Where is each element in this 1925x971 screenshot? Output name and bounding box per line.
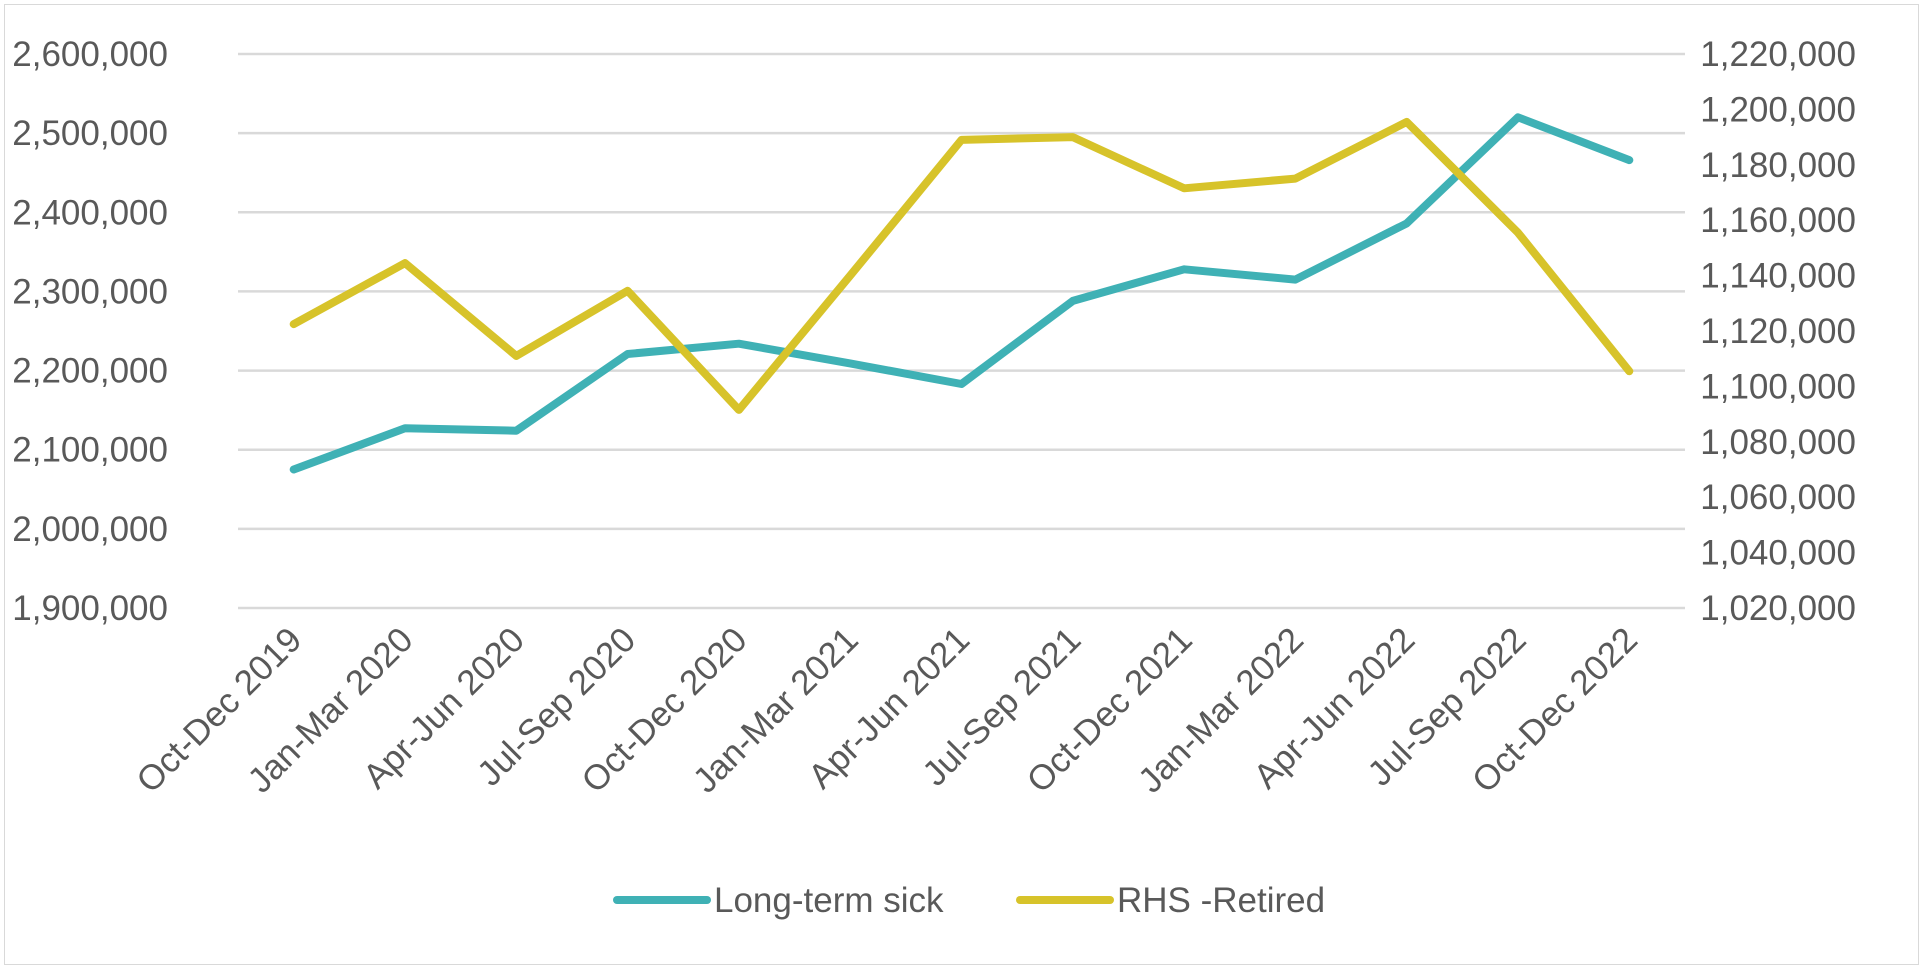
left-tick-label: 2,500,000: [12, 114, 168, 153]
series-lines: [289, 113, 1634, 474]
right-tick-label: 1,060,000: [1700, 478, 1856, 517]
left-axis-ticks: 1,900,000 2,000,000 2,100,000 2,200,000 2,30…: [12, 35, 168, 628]
left-tick-label: 2,400,000: [12, 193, 168, 232]
series-line: [289, 117, 1634, 414]
left-tick-label: 2,300,000: [12, 272, 168, 311]
right-tick-label: 1,040,000: [1700, 534, 1856, 573]
right-tick-label: 1,180,000: [1700, 146, 1856, 185]
left-tick-label: 2,000,000: [12, 510, 168, 549]
right-tick-label: 1,200,000: [1700, 90, 1856, 129]
right-tick-label: 1,120,000: [1700, 312, 1856, 351]
right-tick-label: 1,020,000: [1700, 589, 1856, 628]
left-tick-label: 1,900,000: [12, 589, 168, 628]
left-tick-label: 2,600,000: [12, 35, 168, 74]
right-tick-label: 1,140,000: [1700, 257, 1856, 296]
legend-label: Long-term sick: [714, 881, 944, 920]
chart-frame: [4, 4, 1919, 965]
legend-label: RHS -Retired: [1117, 881, 1325, 920]
right-tick-label: 1,160,000: [1700, 201, 1856, 240]
right-axis-ticks: 1,020,000 1,040,000 1,060,000 1,080,000 1,10…: [1700, 35, 1856, 628]
right-tick-label: 1,080,000: [1700, 423, 1856, 462]
left-tick-label: 2,100,000: [12, 431, 168, 470]
legend: Long-term sick RHS -Retired: [613, 881, 1325, 920]
gridlines: [238, 52, 1685, 610]
left-tick-label: 2,200,000: [12, 352, 168, 391]
right-tick-label: 1,100,000: [1700, 367, 1856, 406]
series-line: [289, 113, 1634, 474]
right-tick-label: 1,220,000: [1700, 35, 1856, 74]
